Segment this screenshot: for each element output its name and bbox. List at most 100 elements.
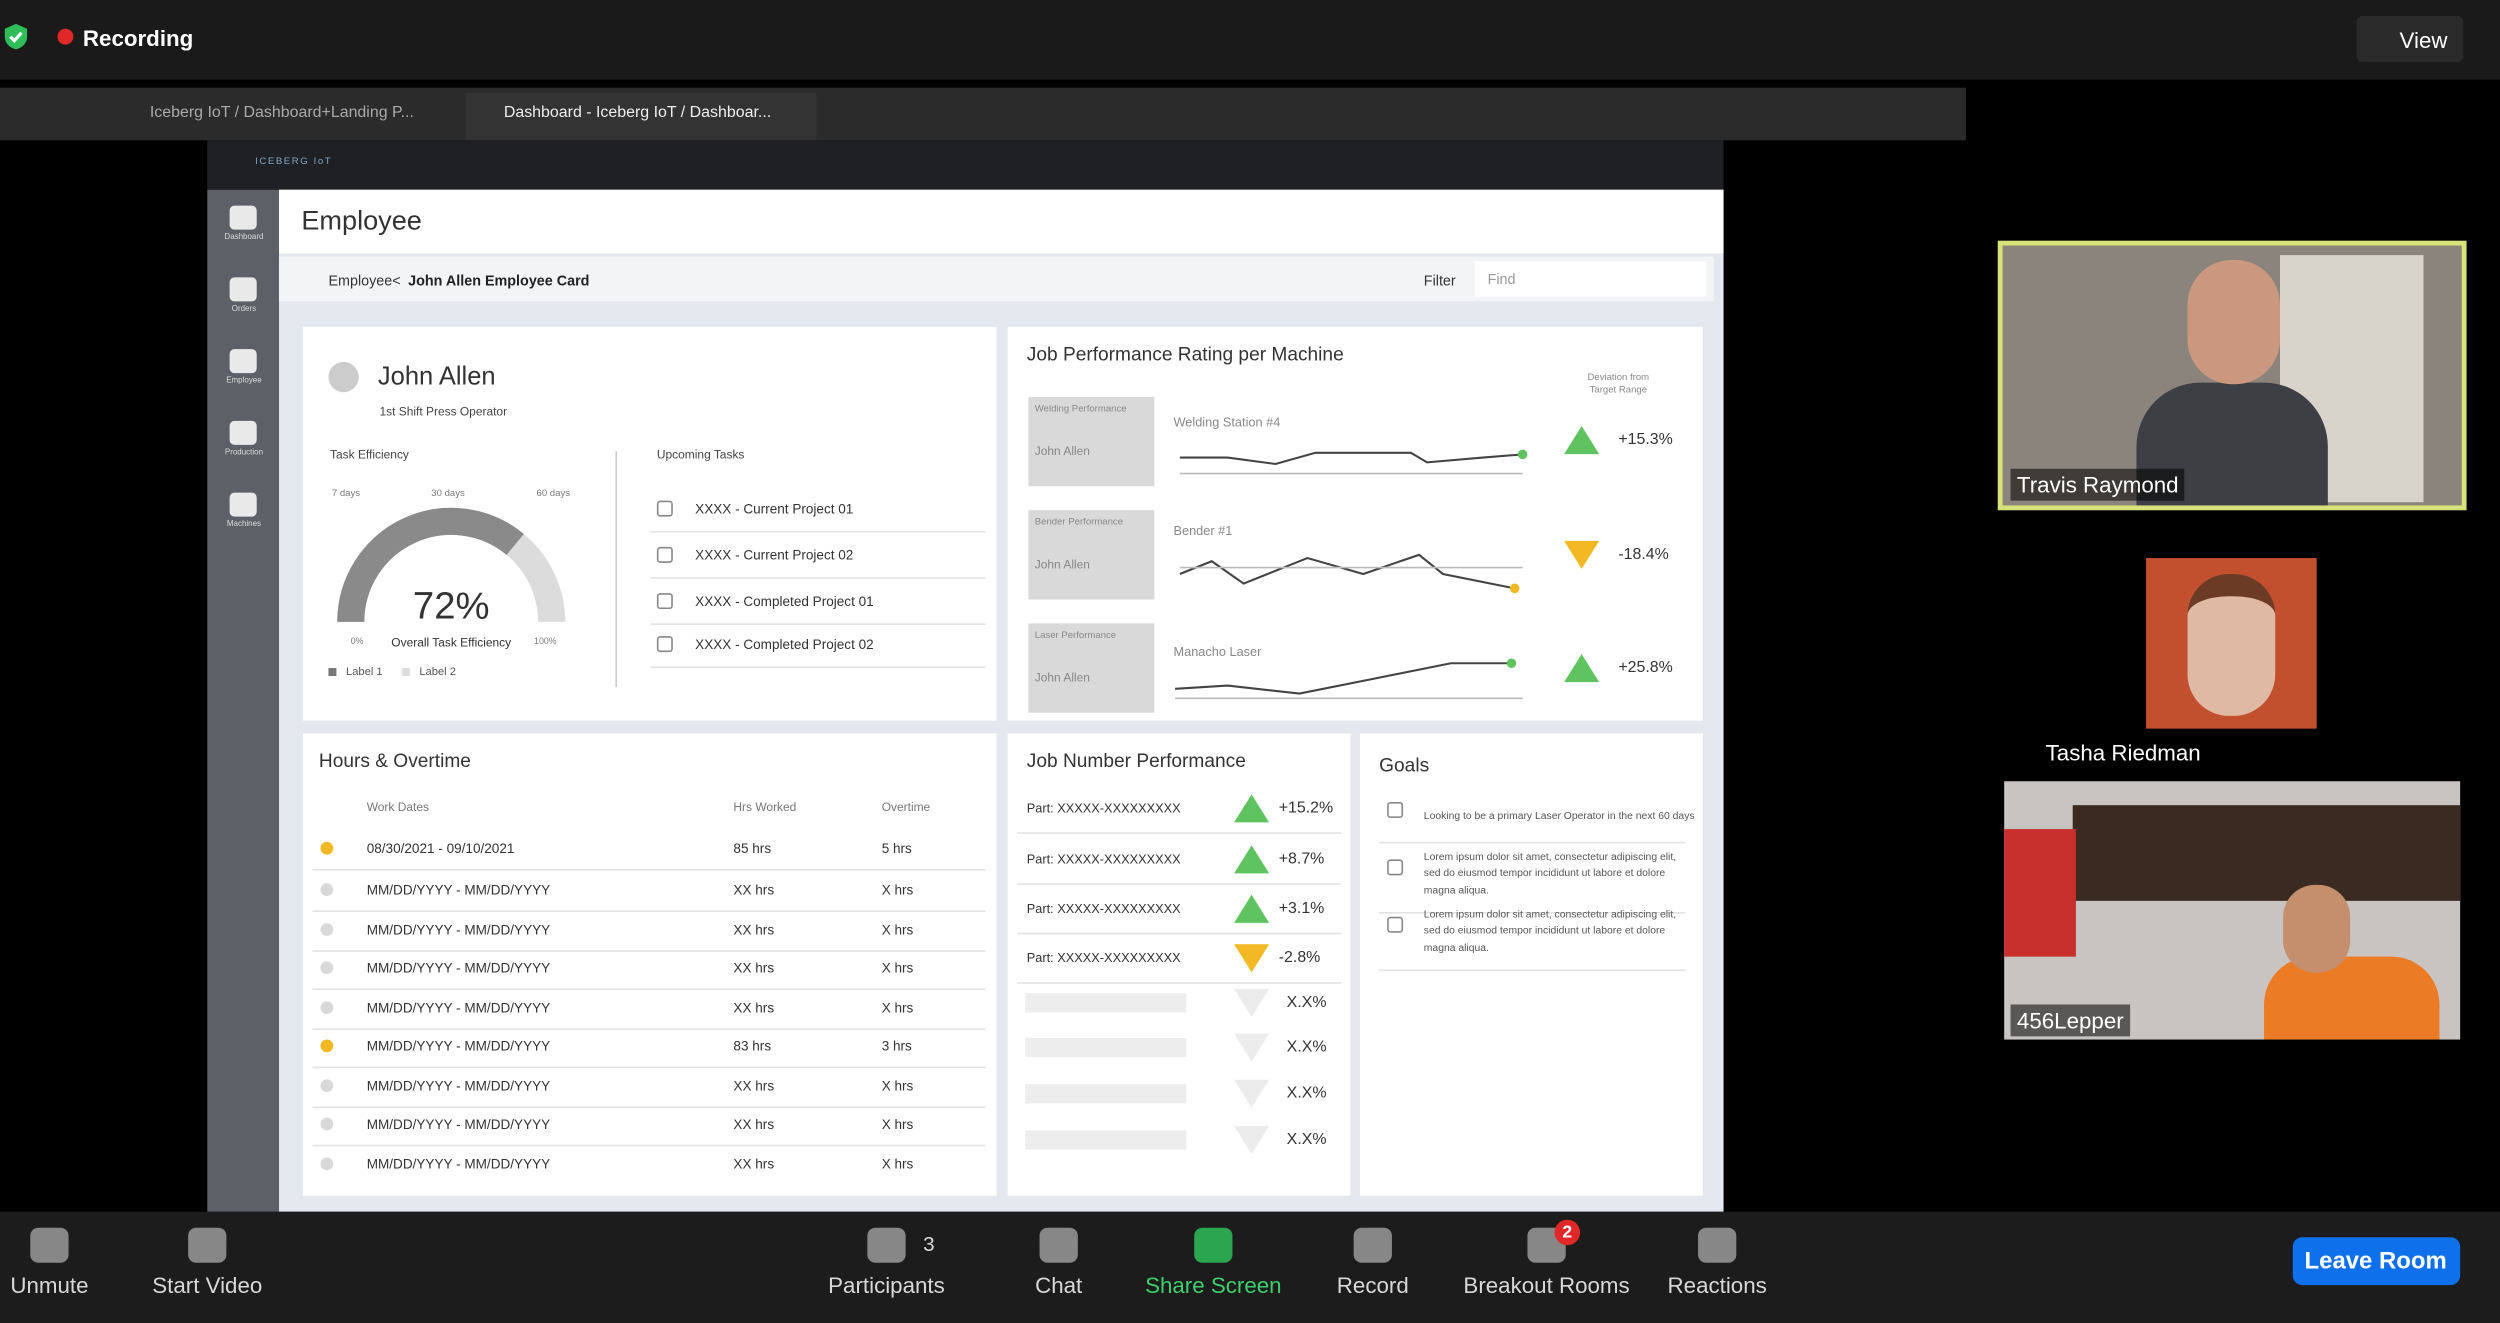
period[interactable]: 30 days [431,489,465,500]
cabinet [2072,805,2461,901]
row-marker [320,1157,334,1171]
control-label[interactable]: Chat [1035,1272,1083,1298]
placeholder-change: X.X% [1286,994,1327,1012]
gauge-min: 0% [350,637,364,648]
control-label[interactable]: Share Screen [1145,1272,1282,1298]
nav-icon[interactable] [229,420,257,445]
employee-name: John Allen [377,363,496,391]
work-dates: MM/DD/YYYY - MM/DD/YYYY [366,959,551,976]
nav-icon[interactable] [229,205,257,230]
person-head [2283,884,2351,973]
checkbox[interactable] [1387,859,1404,876]
deviation: +15.3% [1618,431,1673,449]
nav-icon[interactable] [229,349,257,374]
nav-icon[interactable] [229,492,257,517]
row-divider [650,623,986,626]
checkbox[interactable] [1387,801,1404,818]
app-titlebar [207,140,1724,190]
column-header: Work Dates [366,799,429,814]
spark-end [1506,658,1517,669]
row-divider [312,1028,986,1030]
nav-label[interactable]: Machines [226,519,262,530]
work-dates: MM/DD/YYYY - MM/DD/YYYY [366,1116,551,1133]
nav-icon[interactable] [229,277,257,302]
goal: Lorem ipsum dolor sit amet, consectetur … [1423,852,1677,897]
control-label[interactable]: Record [1336,1272,1409,1298]
control-icon[interactable] [1194,1227,1233,1263]
checkbox[interactable] [656,546,673,563]
placeholder-bar [1025,1037,1187,1058]
checkbox[interactable] [656,636,673,653]
card-title: Job Number Performance [1026,749,1246,772]
control-icon[interactable] [867,1227,906,1263]
period[interactable]: 7 days [331,489,361,500]
card-title: Goals [1379,754,1430,777]
control-icon[interactable] [188,1227,227,1263]
machine-label: Welding Station #4 [1173,415,1281,430]
overtime: X hrs [881,959,914,976]
gauge-caption: Overall Task Efficiency [391,635,512,650]
row-marker [320,923,334,936]
row-divider [1017,932,1341,935]
checkbox[interactable] [1387,916,1404,933]
up-arrow [1234,845,1270,874]
task: XXXX - Current Project 01 [695,500,854,517]
spark-end [1517,449,1528,460]
row-divider [312,910,986,912]
view-label[interactable]: View [2399,27,2448,53]
placeholder-bar [1025,1130,1187,1150]
control-icon[interactable] [30,1227,69,1263]
divider [615,451,618,688]
performance-box [1028,623,1155,713]
row-marker [320,1079,334,1093]
checkbox[interactable] [656,593,673,610]
view-button[interactable] [2356,15,2464,63]
work-dates: MM/DD/YYYY - MM/DD/YYYY [366,1037,551,1054]
flag [2004,829,2076,957]
control-icon[interactable] [1039,1227,1078,1263]
nav-label[interactable]: Orders [231,304,257,315]
active-tab[interactable] [465,92,817,141]
overtime: 5 hrs [881,840,912,857]
filter-button[interactable]: Filter [1423,272,1456,289]
overtime: X hrs [881,921,914,938]
hours-worked: XX hrs [733,1116,775,1133]
control-label[interactable]: Unmute [10,1272,89,1298]
row-divider [1379,911,1686,914]
leave-label[interactable]: Leave Room [2304,1247,2447,1275]
browser-tab[interactable]: Dashboard - Iceberg IoT / Dashboar... [503,104,772,122]
period[interactable]: 60 days [536,489,571,500]
deviation: +25.8% [1618,659,1673,677]
row-divider [650,666,986,669]
control-label[interactable]: Start Video [152,1272,263,1298]
up-arrow [1234,894,1270,923]
part-change: -2.8% [1278,949,1321,968]
nav-label[interactable]: Dashboard [224,232,264,243]
machine-label: Bender #1 [1173,523,1233,539]
work-dates: MM/DD/YYYY - MM/DD/YYYY [366,999,551,1016]
control-label[interactable]: Reactions [1667,1272,1767,1298]
work-dates: MM/DD/YYYY - MM/DD/YYYY [366,881,551,898]
nav-label[interactable]: Production [224,448,264,458]
legend-label: Label 2 [419,667,456,679]
control-label[interactable]: Participants [828,1272,945,1298]
down-arrow [1564,540,1600,569]
down-arrow [1234,944,1270,973]
task: XXXX - Completed Project 02 [695,636,874,653]
find-input[interactable] [1474,261,1707,297]
leave-button[interactable] [2292,1237,2461,1286]
work-dates: MM/DD/YYYY - MM/DD/YYYY [366,1077,551,1094]
column-header: Overtime [881,799,931,814]
browser-tab[interactable]: Iceberg IoT / Dashboard+Landing P... [149,104,414,122]
performance-box [1028,397,1155,487]
nav-label[interactable]: Employee [226,376,262,386]
control-icon[interactable] [1698,1227,1737,1263]
control-label[interactable]: Breakout Rooms [1463,1272,1630,1298]
overtime: X hrs [881,1155,914,1172]
find-placeholder[interactable]: Find [1487,271,1516,287]
down-arrow [1234,988,1270,1017]
checkbox[interactable] [656,500,673,517]
control-icon[interactable] [1353,1227,1392,1263]
deviation: -18.4% [1618,546,1669,564]
